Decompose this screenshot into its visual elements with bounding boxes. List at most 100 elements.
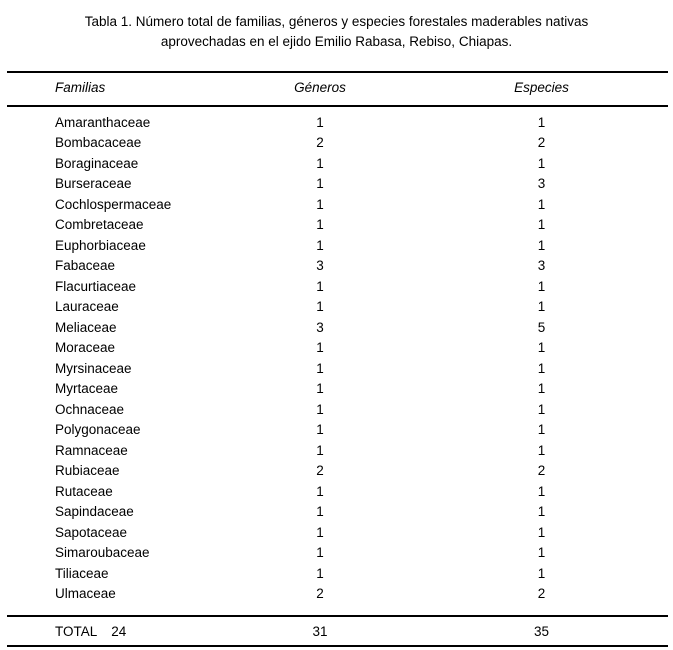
table-total-row: TOTAL 24 31 35 [7,617,668,645]
table-row: Burseraceae 1 3 [7,174,668,195]
table-row: Ramnaceae 1 1 [7,440,668,461]
total-especies-value: 35 [533,623,550,639]
cell-generos: 1 [316,442,324,458]
table-row: Tiliaceae 1 1 [7,563,668,584]
cell-especies: 3 [537,258,546,274]
cell-especies: 1 [537,299,546,315]
cell-generos: 1 [316,360,324,376]
cell-familia: Cochlospermaceae [55,196,172,212]
table-row: Ochnaceae 1 1 [7,399,668,420]
table-row: Polygonaceae 1 1 [7,420,668,441]
data-table: Familias Géneros Especies Amaranthaceae … [7,71,668,647]
cell-familia: Meliaceae [55,319,117,335]
caption-line-2: aprovechadas en el ejido Emilio Rabasa, … [160,34,513,49]
table-row: Cochlospermaceae 1 1 [7,194,668,215]
cell-familia: Simaroubaceae [55,545,150,561]
cell-generos: 1 [316,176,324,192]
cell-familia: Euphorbiaceae [55,237,146,253]
cell-generos: 1 [316,155,324,171]
cell-generos: 1 [316,278,324,294]
cell-familia: Tiliaceae [55,565,109,581]
cell-familia: Flacurtiaceae [55,278,137,294]
cell-especies: 1 [537,360,546,376]
cell-familia: Amaranthaceae [55,114,151,130]
column-header-familias: Familias [55,79,106,95]
cell-familia: Moraceae [55,340,116,356]
table-row: Simaroubaceae 1 1 [7,543,668,564]
caption-line-1: Tabla 1. Número total de familias, géner… [84,14,589,29]
cell-especies: 1 [537,422,546,438]
cell-familia: Boraginaceae [55,155,139,171]
cell-familia: Rutaceae [55,483,113,499]
cell-generos: 1 [316,504,324,520]
cell-generos: 3 [316,319,324,335]
cell-especies: 1 [537,155,546,171]
cell-generos: 1 [316,340,324,356]
column-header-especies: Especies [514,79,569,95]
table-row: Rutaceae 1 1 [7,481,668,502]
cell-familia: Fabaceae [55,258,116,274]
table-body: Amaranthaceae 1 1 Bombacaceae 2 2 Boragi… [7,107,668,615]
cell-familia: Polygonaceae [55,422,141,438]
cell-familia: Rubiaceae [55,463,120,479]
table-row: Sapotaceae 1 1 [7,522,668,543]
table-row: Meliaceae 3 5 [7,317,668,338]
table-row: Ulmaceae 2 2 [7,584,668,605]
cell-generos: 1 [316,114,324,130]
table-row: Flacurtiaceae 1 1 [7,276,668,297]
table-row: Moraceae 1 1 [7,338,668,359]
cell-generos: 1 [316,196,324,212]
cell-especies: 1 [537,504,546,520]
table-row: Bombacaceae 2 2 [7,133,668,154]
cell-generos: 1 [316,381,324,397]
table-row: Lauraceae 1 1 [7,297,668,318]
table-row: Euphorbiaceae 1 1 [7,235,668,256]
cell-especies: 1 [537,545,546,561]
cell-familia: Bombacaceae [55,135,142,151]
cell-familia: Ramnaceae [55,442,128,458]
cell-familia: Sapindaceae [55,504,134,520]
cell-especies: 2 [537,135,546,151]
cell-familia: Ulmaceae [55,586,116,602]
table-row: Myrsinaceae 1 1 [7,358,668,379]
table-row: Fabaceae 3 3 [7,256,668,277]
cell-generos: 1 [316,483,324,499]
table-header: Familias Géneros Especies [7,71,668,107]
cell-generos: 2 [316,135,324,151]
cell-especies: 1 [537,340,546,356]
table-row: Rubiaceae 2 2 [7,461,668,482]
cell-generos: 1 [316,524,324,540]
cell-especies: 1 [537,442,546,458]
table-row: Sapindaceae 1 1 [7,502,668,523]
cell-generos: 1 [316,237,324,253]
table-row: Amaranthaceae 1 1 [7,112,668,133]
cell-especies: 1 [537,237,546,253]
total-cell: TOTAL 24 [7,624,225,639]
cell-especies: 3 [537,176,546,192]
cell-generos: 1 [316,299,324,315]
cell-generos: 1 [316,401,324,417]
cell-generos: 1 [316,565,324,581]
total-familias-value: 24 [111,623,127,639]
cell-especies: 1 [537,524,546,540]
table-footer: TOTAL 24 31 35 [7,615,668,647]
cell-familia: Burseraceae [55,176,132,192]
cell-generos: 1 [316,422,324,438]
cell-generos: 1 [316,545,324,561]
cell-especies: 1 [537,381,546,397]
table-row: Boraginaceae 1 1 [7,153,668,174]
cell-especies: 1 [537,217,546,233]
table-row: Myrtaceae 1 1 [7,379,668,400]
cell-especies: 1 [537,278,546,294]
cell-familia: Lauraceae [55,299,119,315]
cell-familia: Ochnaceae [55,401,125,417]
cell-especies: 2 [537,586,546,602]
cell-familia: Myrtaceae [55,381,119,397]
total-generos-value: 31 [312,623,328,639]
cell-especies: 1 [537,196,546,212]
column-header-generos: Géneros [294,79,346,95]
table-caption: Tabla 1. Número total de familias, géner… [22,12,651,52]
table-row: Combretaceae 1 1 [7,215,668,236]
cell-familia: Sapotaceae [55,524,128,540]
